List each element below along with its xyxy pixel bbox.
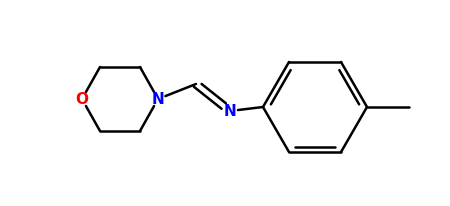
Text: O: O — [76, 92, 89, 107]
Text: N: N — [224, 104, 236, 119]
Text: N: N — [152, 92, 164, 107]
